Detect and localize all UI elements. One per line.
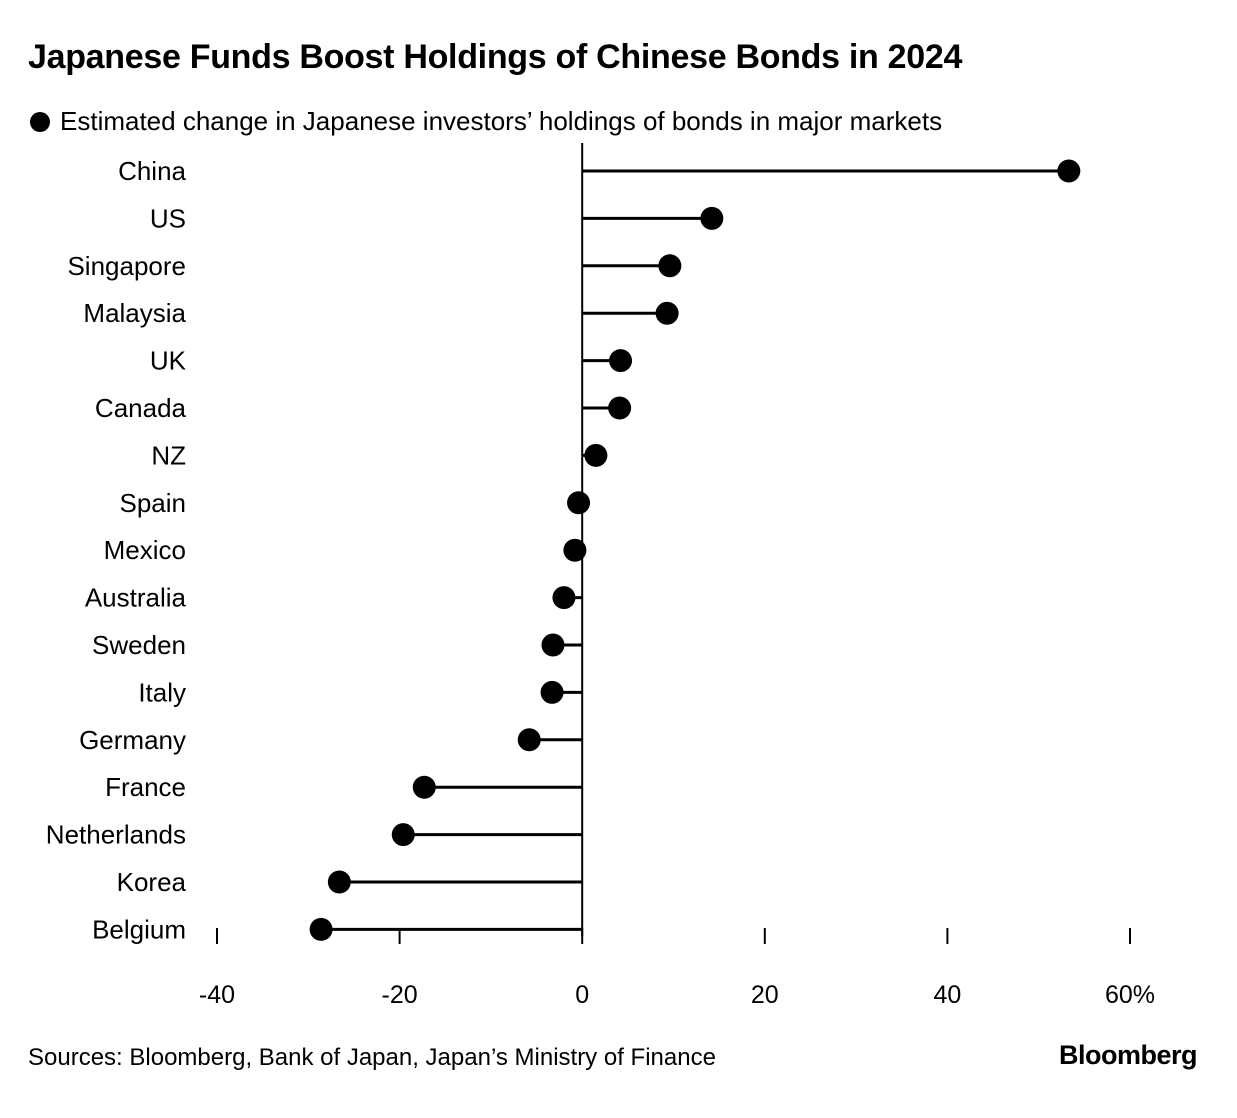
legend: Estimated change in Japanese investors’ … (30, 106, 942, 137)
category-label: France (105, 772, 186, 802)
source-note: Sources: Bloomberg, Bank of Japan, Japan… (28, 1044, 716, 1071)
category-label: US (150, 203, 186, 233)
category-label: Malaysia (83, 298, 186, 328)
data-point (309, 917, 333, 941)
category-label: Spain (120, 488, 187, 518)
category-label: Mexico (104, 535, 186, 565)
category-label: Netherlands (46, 820, 186, 850)
x-tick-label: 0 (575, 981, 589, 1009)
data-point (608, 396, 632, 420)
category-label: Singapore (67, 251, 186, 281)
data-point (541, 633, 565, 657)
category-label: Sweden (92, 630, 186, 660)
data-point (412, 775, 436, 799)
category-label: Germany (79, 725, 186, 755)
data-point (584, 443, 608, 467)
data-point (658, 254, 682, 278)
x-tick-label: -40 (199, 981, 235, 1009)
category-label: Belgium (92, 914, 186, 944)
data-point (327, 870, 351, 894)
x-tick-label: 40 (933, 981, 961, 1009)
x-tick-label: 60% (1105, 981, 1155, 1009)
data-point (567, 491, 591, 515)
data-point (517, 728, 541, 752)
data-point (655, 301, 679, 325)
data-point (700, 206, 724, 230)
bloomberg-logo: Bloomberg (1058, 1040, 1198, 1070)
legend-marker (30, 111, 50, 132)
data-point (563, 538, 587, 562)
category-label: China (118, 156, 186, 186)
category-label: NZ (151, 440, 186, 470)
data-point (1057, 159, 1081, 183)
legend-label: Estimated change in Japanese investors’ … (60, 106, 943, 136)
chart-title: Japanese Funds Boost Holdings of Chinese… (28, 38, 963, 76)
category-label: Australia (85, 583, 187, 613)
category-label: Korea (117, 867, 187, 897)
x-tick-label: -20 (382, 981, 418, 1009)
data-point (540, 680, 564, 704)
x-tick-label: 20 (751, 981, 779, 1009)
category-label: UK (150, 346, 187, 376)
data-point (609, 349, 633, 373)
category-label: Canada (95, 393, 187, 423)
category-label: Italy (138, 677, 186, 707)
data-point (552, 586, 576, 610)
data-point (391, 823, 415, 847)
